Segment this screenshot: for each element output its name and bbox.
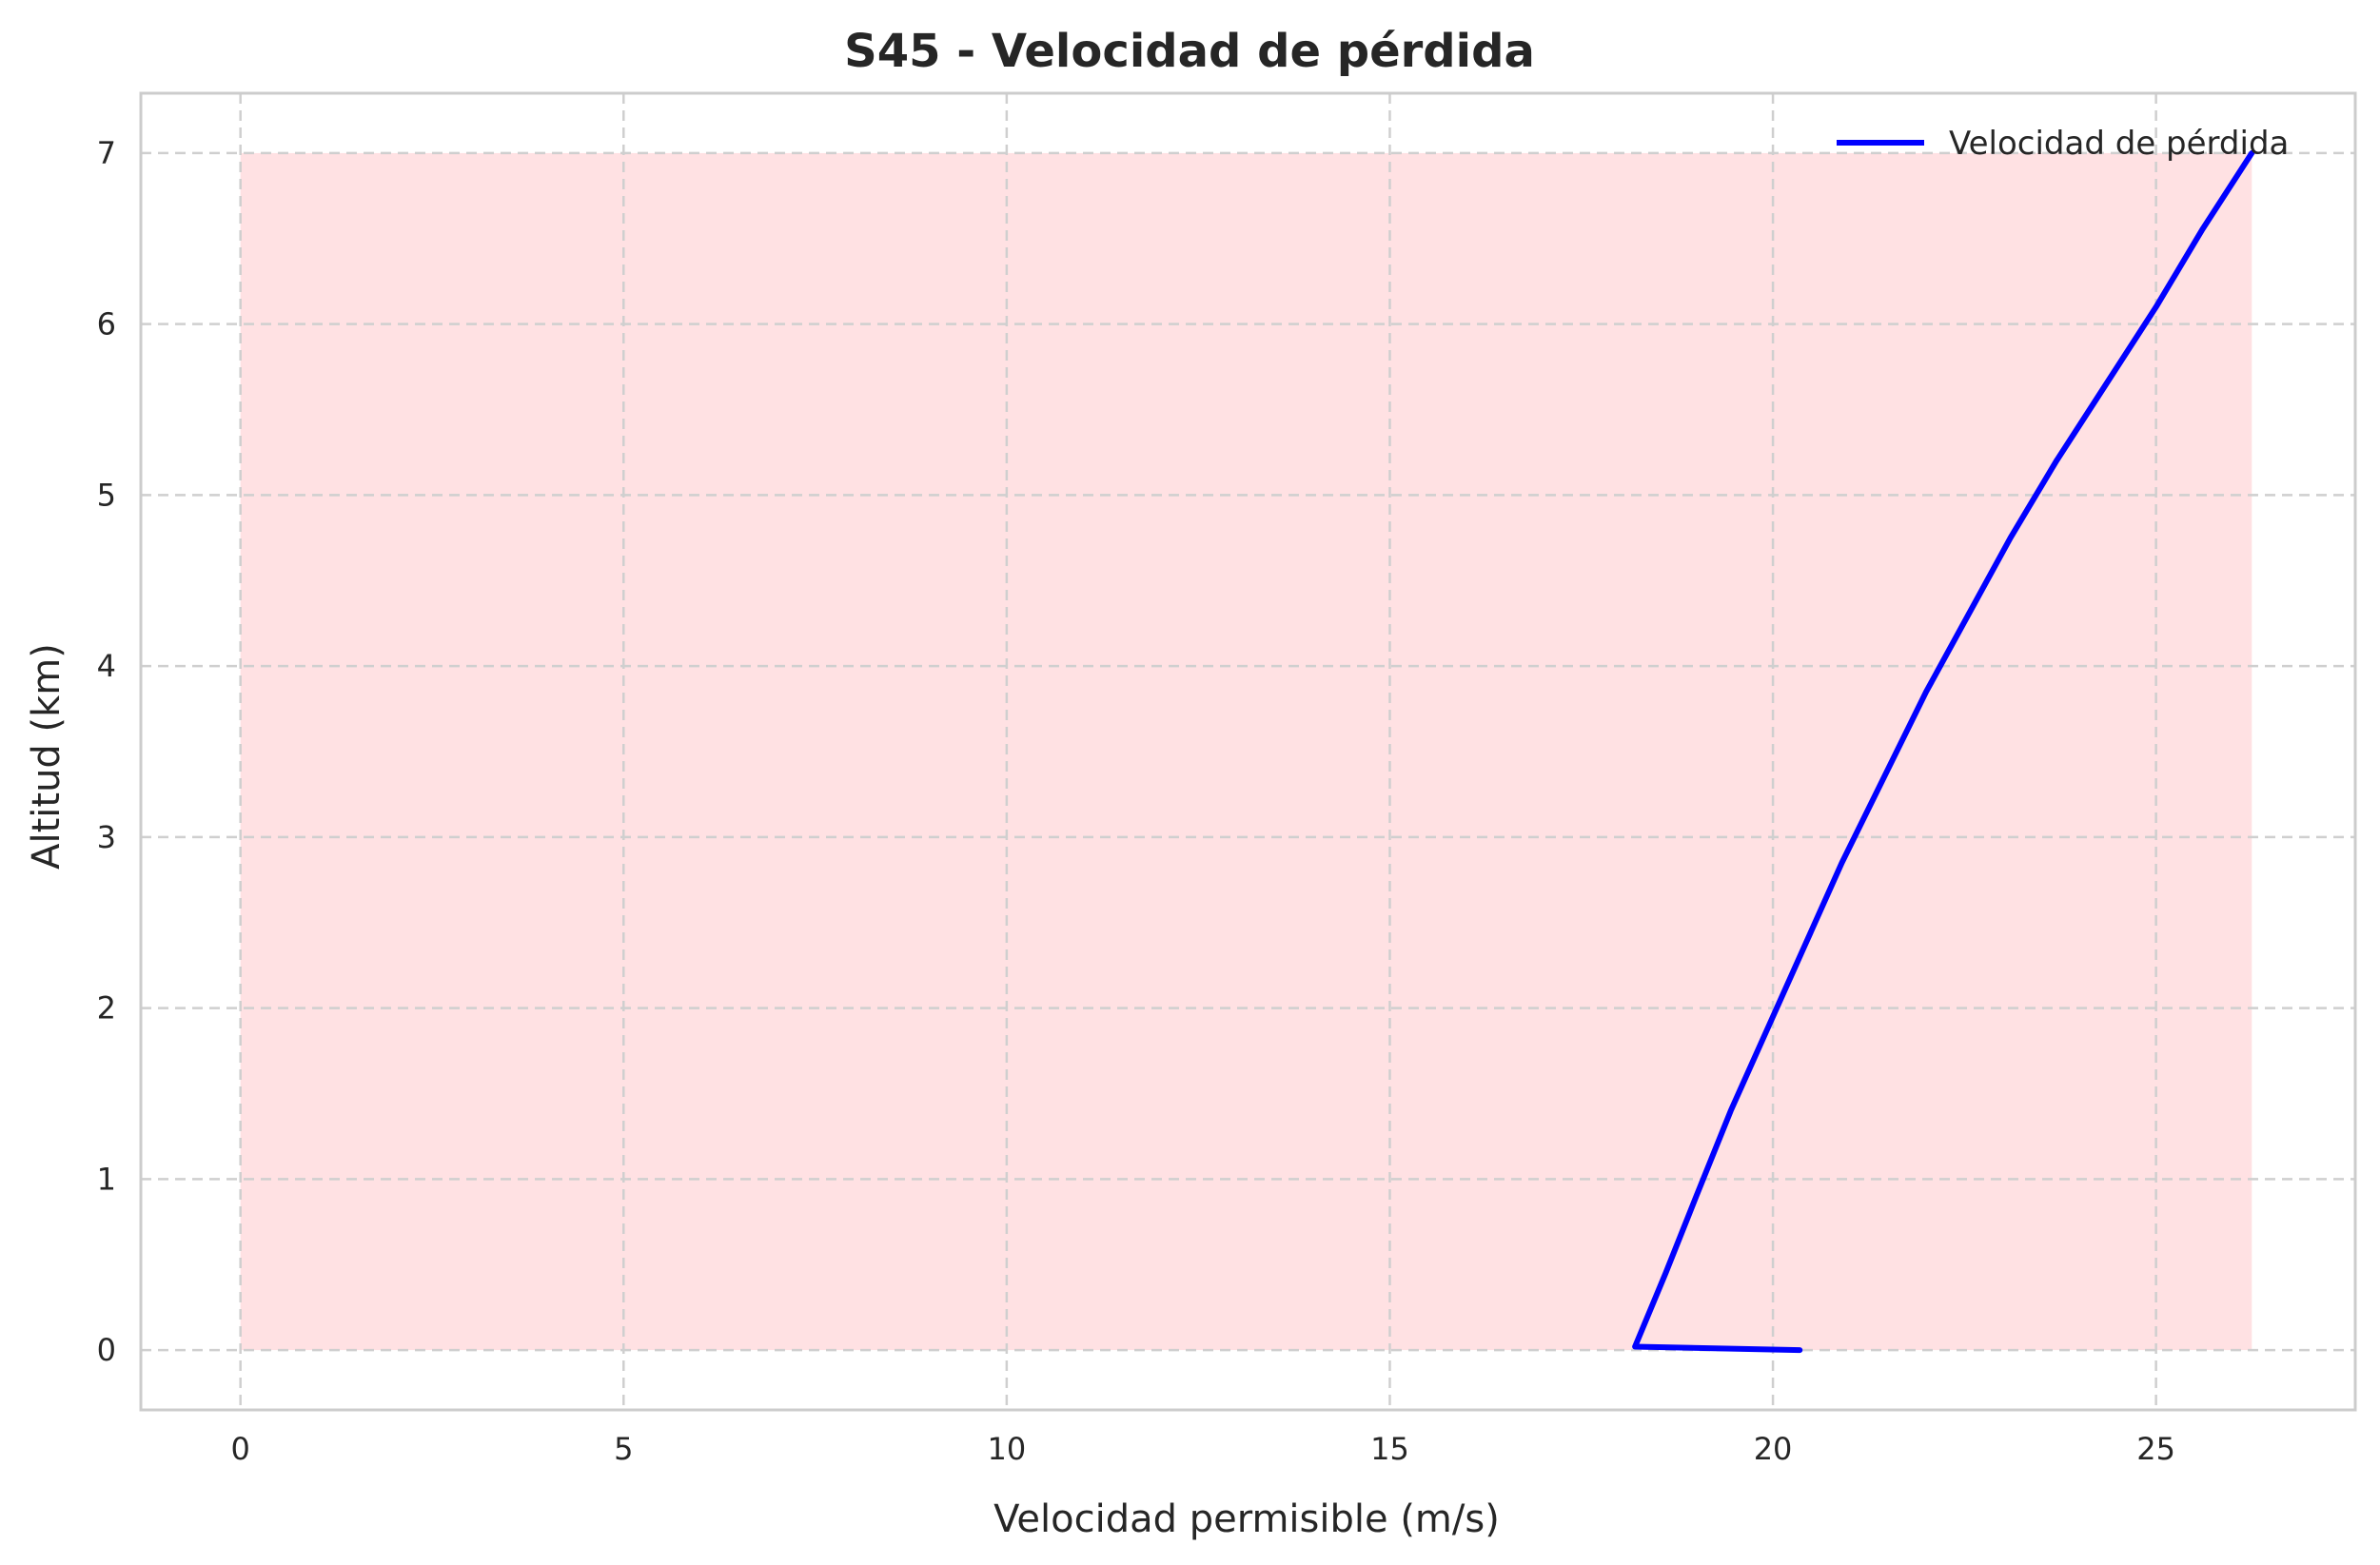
x-tick-label: 25: [2136, 1431, 2175, 1467]
y-tick-label: 4: [97, 648, 116, 684]
x-tick-label: 15: [1370, 1431, 1409, 1467]
x-tick-label: 0: [230, 1431, 249, 1467]
y-axis-label: Altitud (km): [25, 643, 69, 870]
legend-label: Velocidad de pérdida: [1949, 125, 2289, 163]
y-tick-label: 7: [97, 135, 116, 171]
y-tick-label: 1: [97, 1161, 116, 1197]
chart-title: S45 - Velocidad de pérdida: [844, 25, 1535, 78]
y-tick-label: 5: [97, 477, 116, 513]
x-tick-label: 20: [1754, 1431, 1793, 1467]
legend: Velocidad de pérdida: [1837, 125, 2289, 163]
y-tick-label: 2: [97, 990, 116, 1027]
axes-frame: [139, 91, 2357, 1412]
series-line: [1632, 149, 2255, 1354]
plot-area: 0 5 10 15 20 25 0 1 2 3 4 5 6 7: [97, 91, 2357, 1467]
shaded-region: [240, 152, 2252, 1351]
x-axis-label: Velocidad permisible (m/s): [993, 1497, 1500, 1541]
x-tick-label: 5: [614, 1431, 633, 1467]
x-tick-label: 10: [988, 1431, 1027, 1467]
y-tick-label: 6: [97, 306, 116, 342]
y-tick-label: 3: [97, 819, 116, 855]
y-tick-label: 0: [97, 1332, 116, 1368]
